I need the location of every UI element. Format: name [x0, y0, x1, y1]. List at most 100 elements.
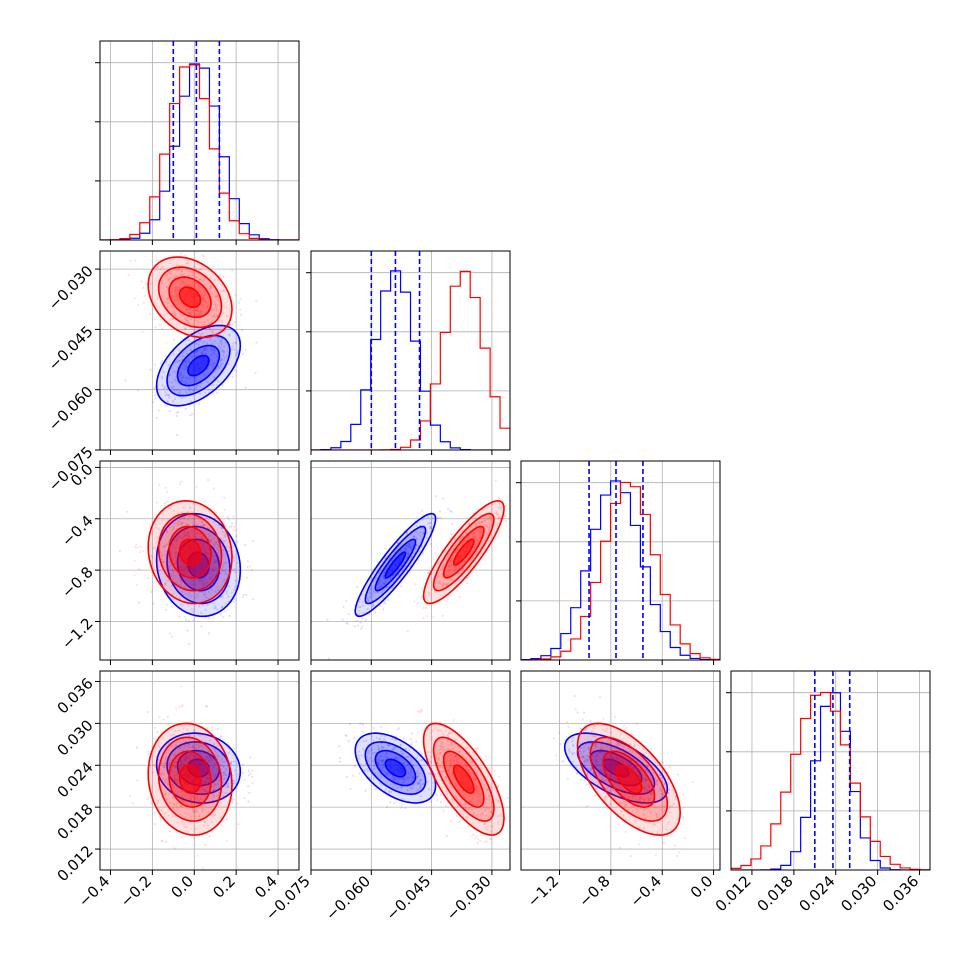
- scatter-point: [573, 694, 576, 698]
- scatter-point: [216, 366, 219, 369]
- scatter-point: [176, 821, 179, 824]
- scatter-point: [390, 783, 393, 786]
- scatter-point: [163, 765, 166, 768]
- scatter-point: [184, 527, 187, 531]
- scatter-point: [174, 551, 177, 554]
- scatter-point: [430, 720, 433, 724]
- scatter-point: [167, 393, 170, 396]
- scatter-point: [213, 370, 217, 373]
- scatter-point: [149, 312, 152, 316]
- scatter-point: [164, 761, 167, 764]
- scatter-point: [175, 804, 178, 807]
- scatter-point: [483, 519, 486, 522]
- scatter-point: [383, 770, 386, 773]
- scatter-point: [371, 587, 374, 590]
- scatter-point: [177, 760, 180, 763]
- scatter-point: [183, 745, 186, 749]
- scatter-point: [419, 708, 423, 711]
- scatter-point: [213, 750, 217, 753]
- scatter-point: [197, 273, 200, 276]
- scatter-point: [209, 754, 212, 757]
- scatter-point: [488, 799, 491, 802]
- scatter-point: [157, 759, 161, 762]
- scatter-point: [184, 740, 188, 743]
- scatter-point: [232, 747, 235, 750]
- scatter-point: [156, 756, 159, 759]
- scatter-point: [430, 738, 433, 742]
- scatter-point: [212, 542, 215, 545]
- scatter-point: [484, 840, 487, 844]
- scatter-point: [164, 792, 167, 795]
- scatter-point: [168, 526, 171, 529]
- scatter-point: [215, 308, 219, 311]
- scatter-point: [221, 777, 225, 781]
- scatter-point: [172, 528, 175, 531]
- scatter-point: [173, 762, 176, 765]
- scatter-point: [211, 729, 214, 732]
- scatter-point: [154, 546, 157, 549]
- scatter-point: [175, 268, 178, 271]
- scatter-point: [182, 517, 186, 520]
- scatter-point: [223, 345, 226, 348]
- scatter-point: [187, 757, 190, 760]
- scatter-point: [200, 788, 203, 791]
- scatter-point: [419, 779, 422, 782]
- scatter-point: [452, 578, 455, 582]
- scatter-point: [427, 788, 430, 791]
- scatter-point: [207, 755, 210, 758]
- scatter-point: [143, 294, 146, 297]
- scatter-point: [201, 761, 204, 764]
- scatter-point: [427, 522, 430, 525]
- scatter-point: [456, 797, 459, 800]
- scatter-point: [220, 357, 223, 360]
- scatter-point: [214, 774, 217, 777]
- scatter-point: [483, 822, 486, 825]
- scatter-point: [198, 760, 201, 763]
- scatter-point: [173, 753, 177, 757]
- scatter-point: [637, 843, 641, 846]
- scatter-point: [160, 359, 163, 363]
- scatter-point: [158, 815, 162, 818]
- scatter-point: [470, 549, 474, 553]
- scatter-point: [181, 314, 185, 317]
- scatter-point: [178, 578, 182, 581]
- scatter-point: [224, 602, 227, 606]
- scatter-point: [178, 535, 181, 538]
- scatter-point: [386, 744, 389, 747]
- scatter-point: [137, 303, 140, 307]
- scatter-point: [404, 747, 408, 750]
- scatter-point: [184, 757, 187, 760]
- scatter-point: [452, 747, 455, 750]
- scatter-point: [400, 585, 403, 588]
- scatter-point: [201, 582, 204, 585]
- scatter-point: [167, 298, 170, 301]
- density-contour: [178, 286, 202, 309]
- scatter-point: [380, 725, 383, 729]
- scatter-point: [180, 379, 183, 382]
- scatter-point: [216, 588, 219, 591]
- scatter-point: [224, 341, 227, 345]
- scatter-point: [232, 792, 235, 795]
- scatter-point: [189, 761, 193, 764]
- scatter-point: [450, 510, 453, 514]
- scatter-point: [118, 550, 121, 553]
- scatter-point: [389, 577, 392, 580]
- scatter-point: [193, 351, 197, 354]
- scatter-point: [215, 541, 218, 544]
- scatter-point: [495, 513, 499, 516]
- scatter-point: [217, 365, 220, 368]
- scatter-point: [206, 824, 209, 827]
- scatter-point: [199, 339, 202, 342]
- scatter-point: [174, 780, 177, 783]
- scatter-point: [175, 744, 178, 747]
- scatter-point: [206, 778, 209, 782]
- scatter-point: [199, 382, 203, 385]
- scatter-point: [504, 504, 508, 508]
- scatter-point: [479, 529, 482, 532]
- scatter-point: [183, 759, 186, 762]
- scatter-point: [414, 803, 417, 806]
- scatter-point: [175, 538, 178, 541]
- scatter-point: [213, 362, 216, 365]
- scatter-point: [338, 745, 341, 748]
- scatter-point: [222, 275, 225, 279]
